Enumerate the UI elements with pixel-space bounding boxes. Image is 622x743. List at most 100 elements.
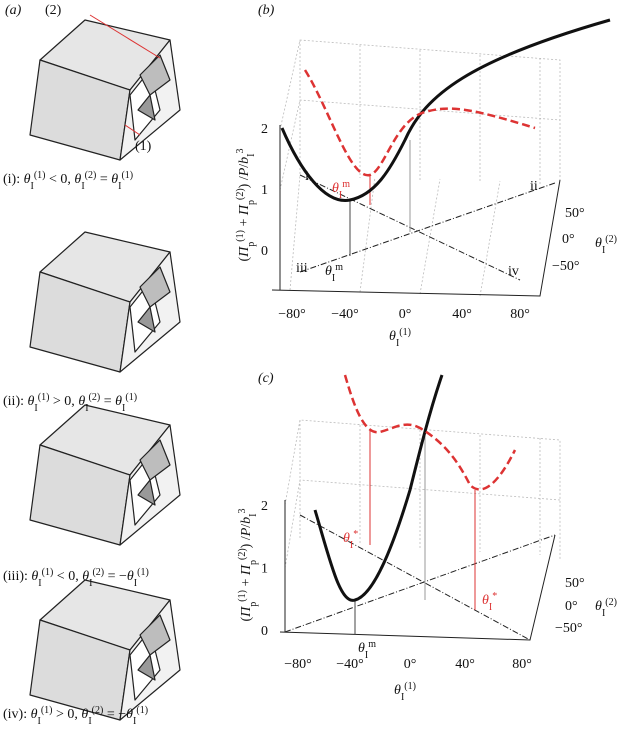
- x-tick-label: 80°: [510, 307, 530, 322]
- text-part: p: [246, 200, 257, 205]
- text-part: (2): [605, 234, 617, 245]
- z-axis-label: (Πp(1) + Πp(2)) /P/bI3: [235, 148, 257, 261]
- text-part: (2): [237, 548, 248, 560]
- grid-b: [271, 18, 611, 297]
- y-tick-label: 50°: [565, 576, 585, 591]
- text-part: 3: [235, 148, 246, 153]
- text-part: m: [342, 179, 350, 190]
- text-part: I: [401, 692, 404, 703]
- text-part: I: [365, 650, 368, 661]
- text-part: (2): [85, 170, 97, 181]
- text-part: θ: [394, 683, 401, 698]
- text-part: Π: [237, 246, 252, 258]
- text-part: (1): [125, 392, 137, 403]
- corner-label: i: [305, 169, 309, 184]
- text-part: I: [350, 540, 353, 551]
- text-part: Π: [237, 204, 252, 216]
- text-part: I: [396, 338, 399, 349]
- text-part: θ: [78, 394, 85, 409]
- text-part: θ: [332, 181, 339, 196]
- text-part: (: [239, 617, 254, 622]
- text-part: I: [246, 153, 257, 156]
- z-tick-label: 0: [261, 624, 268, 639]
- text-part: (2): [605, 597, 617, 608]
- x-tick-label: −40°: [331, 307, 359, 322]
- text-part: ) /: [237, 176, 252, 188]
- caption: (iii): θI(1) < 0, θI(2) = −θI(1): [3, 567, 149, 589]
- text-part: θ: [28, 394, 35, 409]
- text-part: > 0,: [49, 394, 78, 409]
- text-part: θ: [31, 707, 38, 722]
- text-part: I: [31, 181, 34, 192]
- y-tick-label: −50°: [552, 259, 580, 274]
- text-part: (2): [235, 188, 246, 200]
- text-part: p: [246, 242, 257, 247]
- text-part: < 0,: [53, 569, 82, 584]
- grid-c: [279, 374, 561, 641]
- y-tick-label: 0°: [565, 599, 578, 614]
- text-part: =: [100, 394, 115, 409]
- z-tick-label: 1: [261, 183, 268, 198]
- text-part: *: [353, 529, 358, 540]
- text-part: (1): [42, 567, 54, 578]
- text-part: θ: [325, 264, 332, 279]
- x-tick-label: 40°: [452, 307, 472, 322]
- text-part: m: [335, 262, 343, 273]
- text-part: I: [332, 273, 335, 284]
- text-part: I: [38, 578, 41, 589]
- z-tick-label: 1: [261, 562, 268, 577]
- text-part: I: [85, 403, 88, 414]
- text-part: I: [88, 716, 91, 727]
- text-part: (1): [136, 705, 148, 716]
- text-part: I: [118, 181, 121, 192]
- text-part: (ii):: [3, 394, 28, 409]
- text-part: I: [248, 513, 259, 516]
- y-tick-label: 0°: [562, 232, 575, 247]
- text-part: (1): [34, 170, 46, 181]
- text-part: I: [38, 716, 41, 727]
- text-part: P: [239, 527, 254, 537]
- text-part: (iii):: [3, 569, 31, 584]
- y-tick-label: −50°: [555, 621, 583, 636]
- annotation: θI*: [343, 529, 358, 551]
- text-part: I: [133, 716, 136, 727]
- text-part: = −: [103, 707, 126, 722]
- text-part: +: [239, 575, 254, 590]
- text-part: I: [34, 403, 37, 414]
- panel-label: (c): [258, 371, 274, 386]
- text-part: > 0,: [53, 707, 82, 722]
- text-part: θ: [115, 394, 122, 409]
- text-part: θ: [389, 329, 396, 344]
- corner-label: iv: [508, 264, 519, 279]
- shape-ii: [29, 231, 181, 373]
- text-part: θ: [24, 172, 31, 187]
- text-part: I: [81, 181, 84, 192]
- text-part: ) /: [239, 536, 254, 548]
- x-tick-label: 0°: [404, 657, 417, 672]
- text-part: (2): [92, 567, 104, 578]
- text-part: I: [489, 602, 492, 613]
- corner-label: ii: [530, 179, 538, 194]
- text-part: Π: [239, 564, 254, 576]
- x-axis-label: θI(1): [394, 681, 416, 703]
- text-part: (1): [137, 567, 149, 578]
- text-part: P: [237, 167, 252, 177]
- text-part: θ: [111, 172, 118, 187]
- text-part: b: [237, 157, 252, 164]
- x-axis-label: θI(1): [389, 327, 411, 349]
- text-part: I: [122, 403, 125, 414]
- shape-iii: [29, 404, 181, 546]
- text-part: θ: [31, 569, 38, 584]
- text-part: Π: [239, 606, 254, 618]
- text-part: I: [602, 245, 605, 256]
- caption: (ii): θI(1) > 0, θI(2) = θI(1): [3, 392, 137, 414]
- panel-label: (b): [258, 3, 275, 18]
- caption: (iv): θI(1) > 0, θI(2) = −θI(1): [3, 705, 148, 727]
- text-part: I: [89, 578, 92, 589]
- text-part: (1): [235, 230, 246, 242]
- annotation: θI*: [482, 591, 497, 613]
- z-tick-label: 2: [261, 499, 268, 514]
- x-tick-label: 80°: [512, 657, 532, 672]
- text-part: (1): [404, 681, 416, 692]
